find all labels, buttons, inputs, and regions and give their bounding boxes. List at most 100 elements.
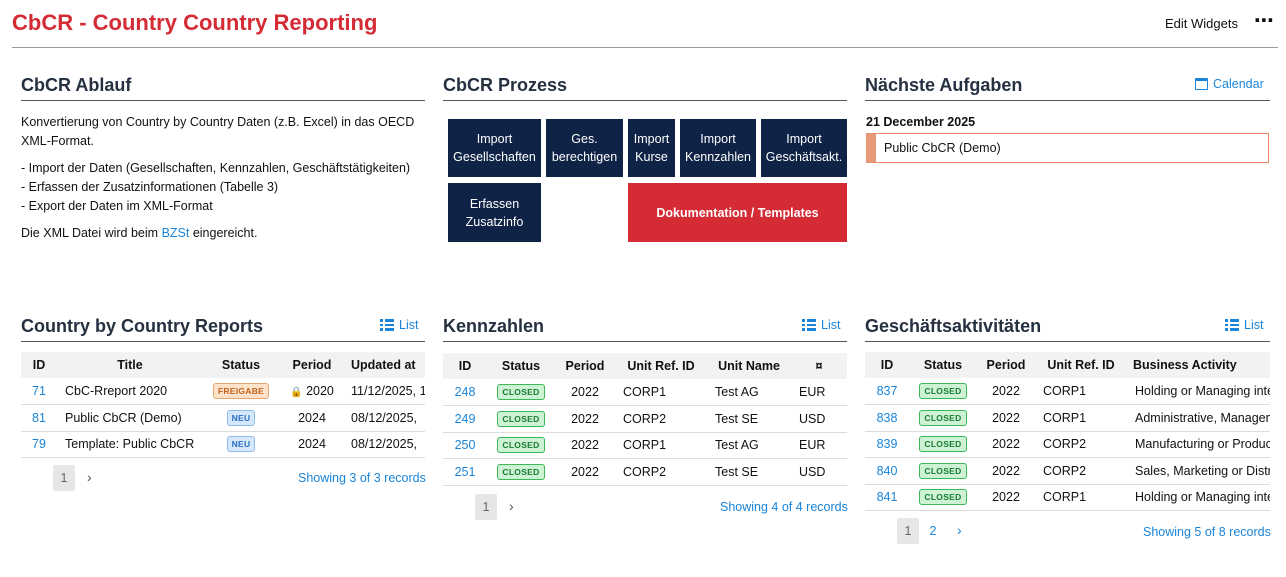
table-row[interactable]: 251 CLOSED 2022 CORP2 Test SE USD (443, 458, 847, 486)
column-header[interactable]: Period (279, 352, 345, 378)
aktivitaeten-list-link[interactable]: List (1225, 318, 1263, 332)
column-header[interactable]: Period (977, 352, 1035, 378)
pager-next-icon[interactable]: › (509, 498, 514, 514)
pager-page-1[interactable]: 1 (53, 465, 75, 491)
ges-berechtigen-button[interactable]: Ges. berechtigen (546, 119, 623, 177)
report-id-link[interactable]: 71 (21, 378, 57, 405)
column-header[interactable]: Period (555, 353, 615, 379)
table-header-row: ID Title Status Period Updated at (21, 352, 425, 378)
reports-showing: Showing 3 of 3 records (298, 471, 426, 485)
column-header[interactable]: Unit Name (707, 353, 791, 379)
report-id-link[interactable]: 79 (21, 431, 57, 458)
column-header[interactable]: Status (203, 352, 279, 378)
kennzahl-id-link[interactable]: 250 (443, 432, 487, 459)
pager-page-2[interactable]: 2 (929, 524, 937, 538)
import-gesellschaften-button[interactable]: Import Gesellschaften (448, 119, 541, 177)
column-header[interactable]: Unit Ref. ID (1035, 352, 1127, 378)
table-row[interactable]: 79 Template: Public CbCR NEU 2024 08/12/… (21, 431, 425, 458)
status-badge: CLOSED (497, 463, 545, 480)
column-header[interactable]: Status (487, 353, 555, 379)
aktivitaet-id-link[interactable]: 837 (865, 378, 909, 405)
kennzahl-period: 2022 (555, 379, 615, 406)
kennzahl-id-link[interactable]: 248 (443, 379, 487, 406)
erfassen-zusatzinfo-button[interactable]: Erfassen Zusatzinfo (448, 183, 541, 242)
reports-table: ID Title Status Period Updated at 71 CbC… (21, 352, 425, 458)
aktivitaet-period: 2022 (977, 404, 1035, 432)
reports-title: Country by Country Reports (21, 316, 264, 336)
report-id-link[interactable]: 81 (21, 404, 57, 432)
reports-list-link[interactable]: List (380, 318, 418, 332)
ablauf-divider (21, 100, 425, 101)
pager-page-1[interactable]: 1 (475, 494, 497, 520)
kennzahlen-divider (443, 341, 847, 342)
dokumentation-templates-button[interactable]: Dokumentation / Templates (628, 183, 847, 242)
edit-widgets-button[interactable]: Edit Widgets (1165, 16, 1238, 31)
status-badge: CLOSED (919, 436, 967, 453)
table-row[interactable]: 841 CLOSED 2022 CORP1 Holding or Managin… (865, 484, 1270, 511)
kennzahl-currency: USD (791, 458, 847, 486)
ablauf-bullet: - Erfassen der Zusatzinformationen (Tabe… (21, 180, 279, 194)
calendar-link[interactable]: Calendar (1195, 77, 1264, 91)
report-updated: 08/12/2025, (345, 431, 425, 458)
aktivitaet-id-link[interactable]: 839 (865, 431, 909, 458)
kennzahl-unit-ref: CORP2 (615, 405, 707, 433)
reports-divider (21, 341, 425, 342)
column-header[interactable]: ID (21, 352, 57, 378)
kennzahl-id-link[interactable]: 251 (443, 458, 487, 486)
bzst-link[interactable]: BZSt (161, 226, 190, 240)
kennzahl-period: 2022 (555, 432, 615, 459)
kennzahl-unit-name: Test SE (707, 405, 791, 433)
kennzahl-currency: USD (791, 405, 847, 433)
table-row[interactable]: 248 CLOSED 2022 CORP1 Test AG EUR (443, 379, 847, 406)
table-row[interactable]: 249 CLOSED 2022 CORP2 Test SE USD (443, 405, 847, 433)
list-icon (802, 319, 816, 331)
status-badge: CLOSED (497, 437, 545, 454)
list-label: List (821, 318, 841, 332)
kennzahl-id-link[interactable]: 249 (443, 405, 487, 433)
report-period: 2024 (279, 431, 345, 458)
pager-next-icon[interactable]: › (957, 522, 962, 538)
import-kurse-button[interactable]: Import Kurse (628, 119, 675, 177)
task-item[interactable]: Public CbCR (Demo) (866, 133, 1269, 163)
column-header[interactable]: Updated at (345, 352, 425, 378)
pager-page-1[interactable]: 1 (897, 518, 919, 544)
column-header[interactable]: Status (909, 352, 977, 378)
kennzahlen-list-link[interactable]: List (802, 318, 840, 332)
table-header-row: ID Status Period Unit Ref. ID Business A… (865, 352, 1270, 378)
aufgaben-divider (865, 100, 1270, 101)
column-header[interactable]: Title (57, 352, 203, 378)
aktivitaet-id-link[interactable]: 840 (865, 457, 909, 485)
table-row[interactable]: 250 CLOSED 2022 CORP1 Test AG EUR (443, 432, 847, 459)
column-header[interactable]: ID (865, 352, 909, 378)
kennzahlen-showing: Showing 4 of 4 records (720, 500, 848, 514)
aktivitaeten-table: ID Status Period Unit Ref. ID Business A… (865, 352, 1270, 511)
page-title: CbCR - Country Country Reporting (12, 10, 378, 35)
table-row[interactable]: 839 CLOSED 2022 CORP2 Manufacturing or P… (865, 431, 1270, 458)
ablauf-submit-note: Die XML Datei wird beim BZSt eingereicht… (21, 224, 425, 243)
table-row[interactable]: 71 CbC-Rreport 2020 FREIGABE 🔒 2020 11/1… (21, 378, 425, 405)
aktivitaet-unit-ref: CORP1 (1035, 404, 1127, 432)
column-header[interactable]: ID (443, 353, 487, 379)
table-row[interactable]: 840 CLOSED 2022 CORP2 Sales, Marketing o… (865, 457, 1270, 485)
aktivitaeten-showing: Showing 5 of 8 records (1143, 525, 1271, 539)
aktivitaet-id-link[interactable]: 841 (865, 484, 909, 511)
aktivitaeten-divider (865, 341, 1270, 342)
kennzahl-currency: EUR (791, 432, 847, 459)
column-header[interactable]: Unit Ref. ID (615, 353, 707, 379)
aktivitaet-unit-ref: CORP1 (1035, 484, 1127, 511)
pager-next-icon[interactable]: › (87, 469, 92, 485)
import-kennzahlen-button[interactable]: Import Kennzahlen (680, 119, 756, 177)
submit-suffix: eingereicht. (189, 226, 258, 240)
table-row[interactable]: 837 CLOSED 2022 CORP1 Holding or Managin… (865, 378, 1270, 405)
import-geschaeftsakt-button[interactable]: Import Geschäftsakt. (761, 119, 847, 177)
aktivitaet-activity: Holding or Managing intell (1127, 484, 1270, 511)
ablauf-bullet: - Export der Daten im XML-Format (21, 199, 213, 213)
table-row[interactable]: 81 Public CbCR (Demo) NEU 2024 08/12/202… (21, 404, 425, 432)
column-header[interactable]: Business Activity (1127, 352, 1270, 378)
more-options-icon[interactable]: ⋯ (1254, 10, 1275, 32)
aktivitaet-period: 2022 (977, 378, 1035, 405)
currency-icon[interactable]: ¤ (791, 353, 847, 379)
aktivitaet-id-link[interactable]: 838 (865, 404, 909, 432)
table-row[interactable]: 838 CLOSED 2022 CORP1 Administrative, Ma… (865, 404, 1270, 432)
status-badge: NEU (226, 409, 256, 426)
